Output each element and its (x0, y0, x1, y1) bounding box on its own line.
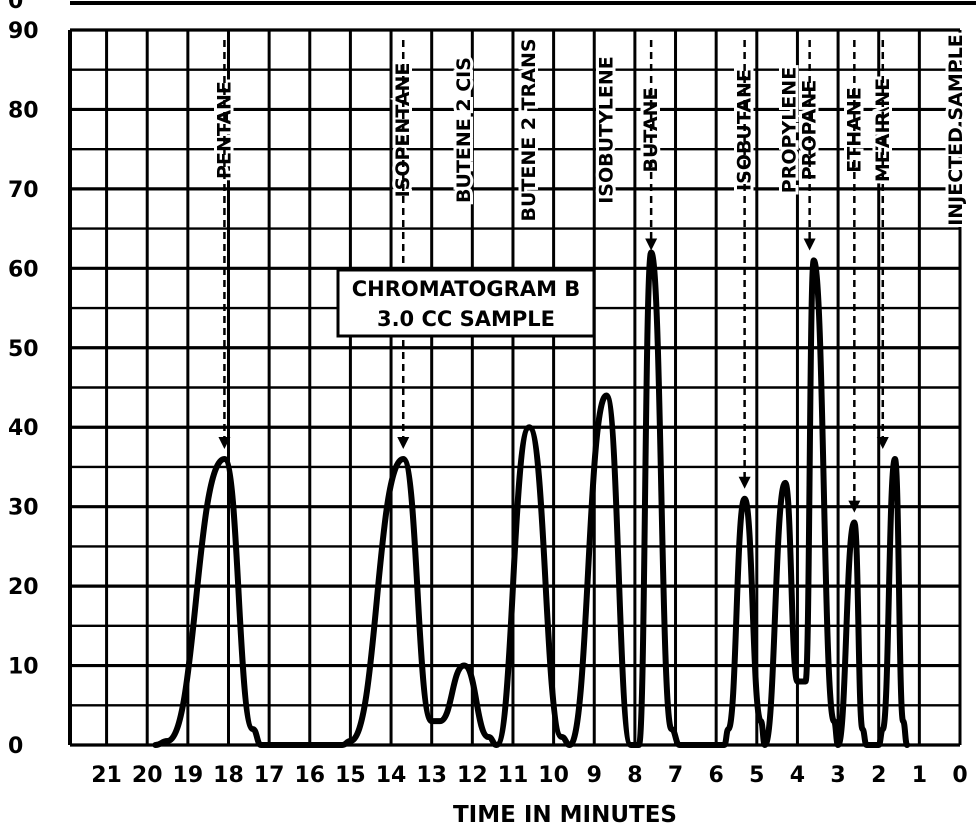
annotation-line-2: 3.0 CC SAMPLE (377, 307, 555, 331)
x-tick-label: 13 (416, 763, 447, 788)
annotation-box-border (336, 268, 596, 338)
x-tick-label: 12 (457, 763, 488, 788)
y-tick-label: 30 (8, 496, 39, 521)
x-tick-label: 5 (749, 763, 764, 788)
y-axis-ticks: 0 10 20 30 40 50 60 70 80 90 (8, 19, 39, 759)
peak-label: PROPYLENE (775, 64, 803, 196)
grid-lines (68, 28, 962, 747)
peak-labels: PENTANE ISOPENTANE BUTENE 2 CIS BUTENE 2 TR… (210, 31, 970, 513)
peak-arrow-head (645, 238, 658, 251)
y-tick-label: 90 (8, 19, 39, 44)
x-tick-label: 2 (871, 763, 886, 788)
peak-label-text: ISOBUTYLENE (595, 56, 617, 204)
peak-label-text: BUTENE 2 CIS (453, 57, 475, 203)
y-tick-label: 60 (8, 257, 39, 282)
top-tick-label: 0 (8, 0, 23, 14)
peak-label-text: PROPYLENE (778, 67, 800, 193)
peak-label: ETHANE (840, 40, 868, 513)
peak-arrow-head (738, 476, 751, 489)
x-tick-label: 1 (912, 763, 927, 788)
peak-label: ISOBUTANE (731, 40, 759, 489)
x-tick-label: 19 (173, 763, 204, 788)
peak-label: BUTENE 2 TRANS (515, 35, 543, 224)
annotation-line-1: CHROMATOGRAM B (352, 277, 581, 301)
y-tick-label: 80 (8, 98, 39, 123)
x-tick-label: 17 (254, 763, 285, 788)
x-tick-label: 18 (213, 763, 244, 788)
peak-label: BUTANE (637, 40, 665, 251)
x-tick-label: 16 (294, 763, 325, 788)
x-tick-label: 0 (952, 763, 967, 788)
x-tick-label: 4 (790, 763, 805, 788)
y-tick-label: 0 (8, 734, 23, 759)
annotation-box: CHROMATOGRAM B 3.0 CC SAMPLE (336, 268, 596, 338)
x-axis-title: TIME IN MINUTES (453, 802, 677, 828)
x-tick-label: 8 (627, 763, 642, 788)
peak-arrow-head (848, 500, 861, 513)
x-tick-label: 9 (587, 763, 602, 788)
peak-arrow-head (218, 437, 231, 450)
peak-arrow-head (876, 437, 889, 450)
x-tick-label: 15 (335, 763, 366, 788)
peak-label: ISOBUTYLENE (592, 53, 620, 207)
peak-label: INJECTED SAMPLE (942, 31, 970, 229)
x-tick-label: 21 (91, 763, 122, 788)
y-tick-label: 20 (8, 575, 39, 600)
x-tick-label: 14 (376, 763, 407, 788)
chromatogram-trace (152, 249, 911, 749)
peak-label-text: BUTENE 2 TRANS (518, 38, 540, 221)
y-tick-label: 40 (8, 416, 39, 441)
peak-label: AIR (869, 40, 897, 450)
peak-arrow-head (397, 437, 410, 450)
y-tick-label: 50 (8, 337, 39, 362)
x-tick-label: 7 (668, 763, 683, 788)
x-tick-label: 11 (498, 763, 529, 788)
y-tick-label: 10 (8, 655, 39, 680)
y-tick-label: 70 (8, 178, 39, 203)
peak-label: ISOPENTANE (389, 40, 417, 450)
x-tick-label: 10 (538, 763, 569, 788)
peak-label-text: INJECTED SAMPLE (945, 34, 967, 226)
peak-arrow-head (803, 238, 816, 251)
x-tick-label: 3 (830, 763, 845, 788)
peak-label: PROPANE (796, 40, 824, 251)
x-tick-label: 20 (132, 763, 163, 788)
peak-label: BUTENE 2 CIS (450, 54, 478, 206)
x-tick-label: 6 (709, 763, 724, 788)
x-axis-ticks: 21 20 19 18 17 16 15 14 13 12 11 10 9 8 7 6 5 4 3 2 1 0 (91, 763, 967, 788)
peak-label: PENTANE (210, 40, 238, 450)
